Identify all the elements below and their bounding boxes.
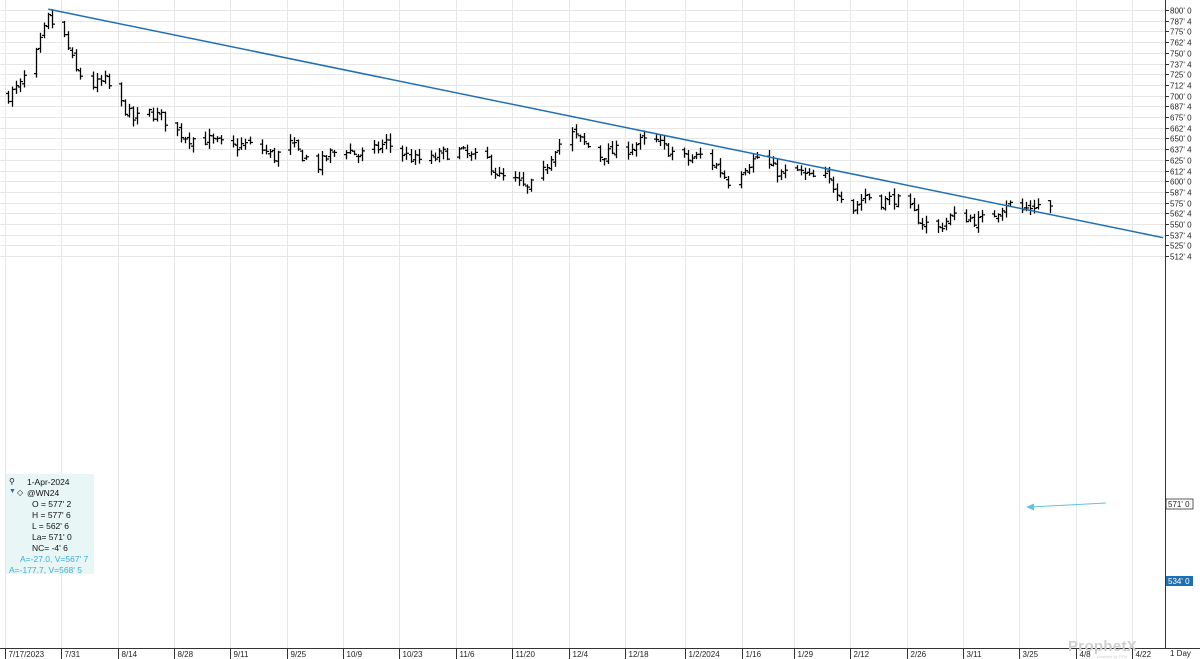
trendline[interactable] [48,8,1164,239]
info-readout-1: A=-27.0, V=567' 7 [20,554,89,564]
x-tick-label: 9/25 [291,650,307,659]
x-tick-label: 1/29 [798,650,814,659]
y-tick-label: 575' 0 [1170,200,1192,209]
last-price-label: 571' 0 [1168,500,1190,509]
y-tick-label: 675' 0 [1170,114,1192,123]
y-tick-label: 650' 0 [1170,135,1192,144]
y-tick-label: 662' 4 [1170,125,1192,134]
x-tick-label: 8/14 [122,650,138,659]
x-tick-label: 2/12 [854,650,870,659]
triangle-down-icon[interactable]: ▼ [9,488,16,495]
last-price-arrow [1026,502,1107,511]
x-tick-label: 9/11 [234,650,250,659]
y-tick-label: 625' 0 [1170,157,1192,166]
y-tick-label: 525' 0 [1170,242,1192,251]
y-tick-label: 787' 4 [1170,18,1192,27]
y-tick-label: 775' 0 [1170,28,1192,37]
x-tick-label: 12/18 [629,650,650,659]
x-tick-label: 7/31 [65,650,81,659]
x-tick-label: 1/2/2024 [689,650,721,659]
info-open: O = 577' 2 [32,499,72,509]
x-tick-label: 4/8 [1080,650,1092,659]
x-tick-label: 8/28 [178,650,194,659]
diamond-icon: ◇ [17,488,24,497]
prophetx-logo-sub: powered by DTN [1097,654,1128,659]
y-tick-label: 762' 4 [1170,39,1192,48]
y-tick-label: 700' 0 [1170,93,1192,102]
x-tick-label: 7/17/2023 [9,650,45,659]
y-tick-label: 537' 4 [1170,232,1192,241]
y-tick-label: 800' 0 [1170,7,1192,16]
y-tick-label: 587' 4 [1170,189,1192,198]
y-tick-label: 687' 4 [1170,103,1192,112]
y-tick-label: 562' 4 [1170,210,1192,219]
trendline-value-tag [1166,576,1193,586]
magnifier-icon[interactable]: ⚲ [9,477,15,486]
x-tick-label: 11/20 [516,650,536,659]
info-symbol: @WN24 [27,488,60,498]
grid-lines [0,0,1169,659]
x-tick-label: 2/26 [911,650,927,659]
interval-label[interactable]: 1 Day [1170,649,1191,658]
trendline-value-label: 534' 0 [1168,577,1190,586]
info-net-change: NC= -4' 6 [32,543,68,553]
y-tick-label: 712' 4 [1170,82,1192,91]
y-tick-label: 750' 0 [1170,50,1192,59]
data-window: ⚲ 1-Apr-2024 ▼ ◇ @WN24 O = 577' 2 H = 57… [6,474,94,575]
prophetx-logo: ProphetX [1068,638,1138,655]
y-tick-label: 725' 0 [1170,71,1192,80]
x-tick-label: 10/23 [403,650,424,659]
price-bars [6,9,1053,234]
y-tick-label: 550' 0 [1170,221,1192,230]
info-last: La= 571' 0 [32,532,72,542]
x-tick-label: 10/9 [347,650,363,659]
info-high: H = 577' 6 [32,510,71,520]
x-tick-label: 12/4 [573,650,589,659]
last-price-tag [1165,498,1194,510]
y-tick-label: 637' 4 [1170,146,1192,155]
y-tick-label: 512' 4 [1170,253,1192,262]
y-tick-label: 737' 4 [1170,61,1192,70]
x-tick-label: 4/22 [1136,650,1152,659]
info-low: L = 562' 6 [32,521,69,531]
x-tick-label: 11/6 [460,650,476,659]
y-tick-label: 612' 4 [1170,168,1192,177]
y-tick-label: 600' 0 [1170,178,1192,187]
info-readout-2: A=-177.7, V=568' 5 [9,565,82,575]
x-tick-label: 1/16 [746,650,762,659]
info-date: 1-Apr-2024 [27,477,70,487]
x-tick-label: 3/25 [1023,650,1039,659]
x-tick-label: 3/11 [967,650,983,659]
